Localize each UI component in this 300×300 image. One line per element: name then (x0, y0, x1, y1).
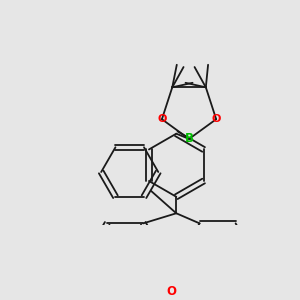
Text: B: B (184, 132, 194, 146)
Text: O: O (167, 285, 176, 298)
Text: O: O (212, 114, 221, 124)
Text: O: O (157, 114, 167, 124)
